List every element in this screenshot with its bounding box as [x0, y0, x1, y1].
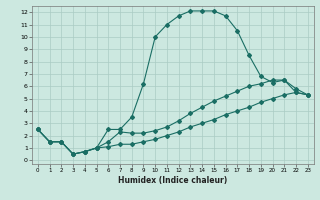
X-axis label: Humidex (Indice chaleur): Humidex (Indice chaleur)	[118, 176, 228, 185]
